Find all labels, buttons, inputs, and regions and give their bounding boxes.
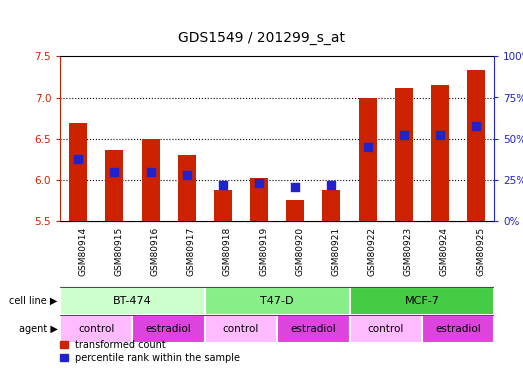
- Text: GSM80917: GSM80917: [187, 226, 196, 276]
- Bar: [60, 315, 132, 343]
- Point: [74, 156, 83, 162]
- Point: [255, 180, 263, 186]
- Bar: [205, 287, 349, 315]
- Bar: [349, 315, 422, 343]
- Text: estradiol: estradiol: [435, 324, 481, 334]
- Text: GSM80918: GSM80918: [223, 226, 232, 276]
- Text: GSM80922: GSM80922: [368, 226, 377, 276]
- Text: estradiol: estradiol: [290, 324, 336, 334]
- Point: [110, 169, 119, 175]
- Point: [327, 182, 336, 188]
- Bar: [422, 315, 494, 343]
- Text: T47-D: T47-D: [260, 296, 294, 306]
- Bar: [60, 287, 205, 315]
- Point: [363, 144, 372, 150]
- Point: [146, 169, 155, 175]
- Text: GSM80920: GSM80920: [295, 226, 304, 276]
- Point: [291, 184, 300, 190]
- Text: GSM80916: GSM80916: [151, 226, 160, 276]
- Bar: [277, 315, 349, 343]
- Bar: [431, 85, 449, 221]
- Text: cell line ▶: cell line ▶: [9, 296, 58, 306]
- Text: estradiol: estradiol: [146, 324, 191, 334]
- Text: agent ▶: agent ▶: [19, 324, 58, 334]
- Text: control: control: [368, 324, 404, 334]
- Text: GSM80914: GSM80914: [78, 226, 87, 276]
- Text: GSM80924: GSM80924: [440, 226, 449, 276]
- Text: MCF-7: MCF-7: [404, 296, 439, 306]
- Bar: [349, 287, 494, 315]
- Bar: [205, 315, 277, 343]
- Bar: [467, 70, 485, 221]
- Bar: [105, 150, 123, 221]
- Text: GSM80925: GSM80925: [476, 226, 485, 276]
- Point: [183, 172, 191, 178]
- Bar: [69, 123, 87, 221]
- Bar: [132, 315, 205, 343]
- Point: [436, 132, 444, 138]
- Text: GSM80915: GSM80915: [115, 226, 123, 276]
- Text: GDS1549 / 201299_s_at: GDS1549 / 201299_s_at: [178, 31, 345, 45]
- Point: [219, 182, 227, 188]
- Bar: [322, 190, 340, 221]
- Point: [400, 132, 408, 138]
- Legend: transformed count, percentile rank within the sample: transformed count, percentile rank withi…: [60, 340, 241, 363]
- Text: control: control: [223, 324, 259, 334]
- Bar: [214, 190, 232, 221]
- Bar: [395, 88, 413, 221]
- Bar: [286, 200, 304, 221]
- Bar: [359, 98, 377, 221]
- Text: GSM80923: GSM80923: [404, 226, 413, 276]
- Text: GSM80919: GSM80919: [259, 226, 268, 276]
- Text: GSM80921: GSM80921: [332, 226, 340, 276]
- Text: BT-474: BT-474: [113, 296, 152, 306]
- Bar: [250, 178, 268, 221]
- Text: control: control: [78, 324, 115, 334]
- Bar: [178, 155, 196, 221]
- Point: [472, 123, 480, 129]
- Bar: [142, 139, 160, 221]
